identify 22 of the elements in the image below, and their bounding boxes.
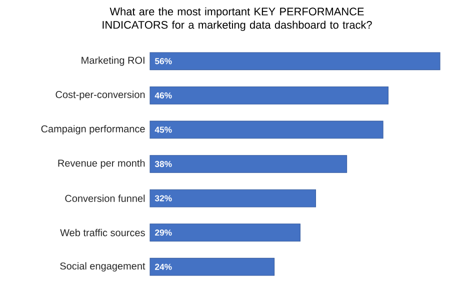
bar	[150, 224, 300, 242]
bar	[150, 189, 316, 208]
bar	[150, 52, 440, 70]
data-label: 56%	[154, 58, 172, 64]
data-label: 38%	[154, 160, 172, 168]
bar	[150, 120, 384, 139]
bar	[150, 258, 275, 276]
data-label: 46%	[154, 92, 172, 98]
y-tick-label: Web traffic sources	[60, 228, 145, 236]
data-label: 24%	[155, 264, 172, 270]
y-tick-label: Revenue per month	[58, 159, 145, 169]
y-tick-label: Cost-per-conversion	[56, 90, 145, 100]
y-tick-label: Conversion funnel	[65, 194, 145, 202]
data-label: 32%	[154, 195, 172, 202]
y-tick-label: Social engagement	[60, 262, 146, 272]
data-label: 29%	[155, 230, 172, 236]
bar	[150, 86, 388, 104]
bar	[150, 155, 348, 173]
chart-title: What are the most important KEY PERFORMANCE INDICATORS for a marketing data dashboard to track?	[102, 7, 372, 31]
y-tick-label: Marketing ROI	[82, 56, 144, 66]
y-tick-label: Campaign performance	[41, 125, 145, 134]
data-label: 45%	[154, 126, 172, 133]
